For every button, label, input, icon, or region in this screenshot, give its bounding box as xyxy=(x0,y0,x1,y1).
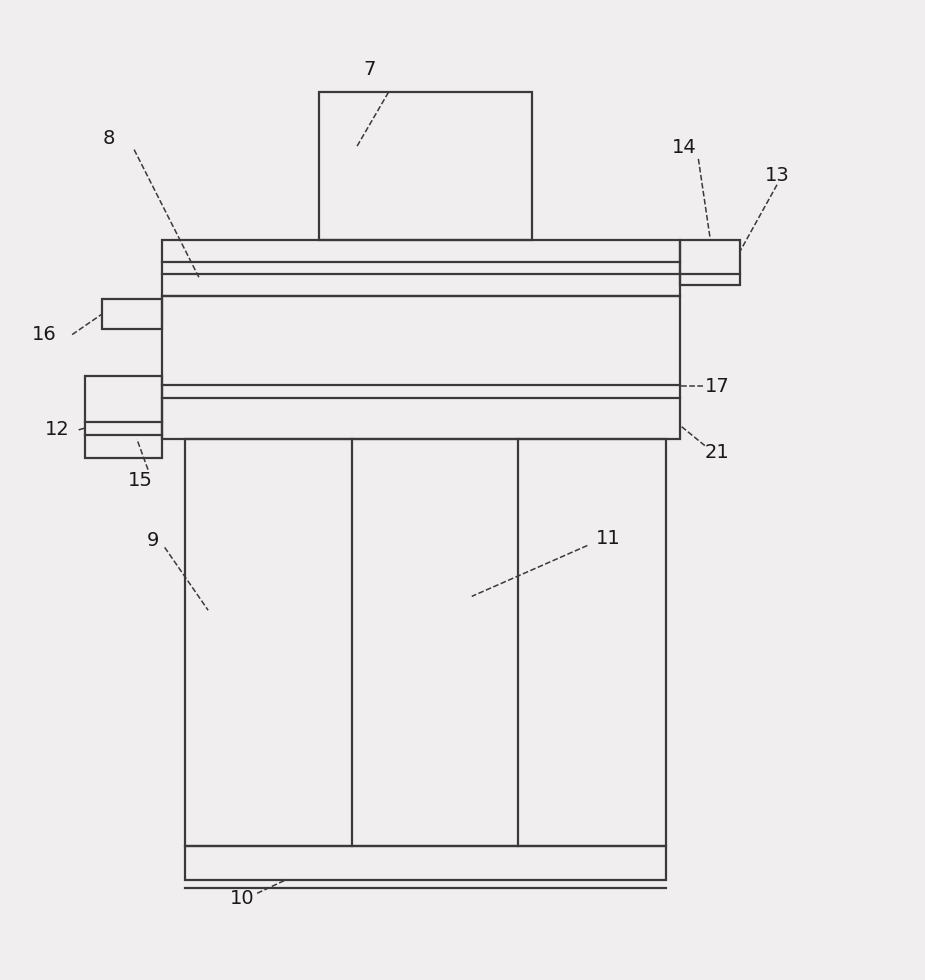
Text: 11: 11 xyxy=(597,528,621,548)
Bar xyxy=(162,296,680,439)
Text: 17: 17 xyxy=(705,377,729,396)
Text: 14: 14 xyxy=(672,138,697,157)
Text: 15: 15 xyxy=(129,471,153,490)
Text: 7: 7 xyxy=(364,60,376,78)
Bar xyxy=(319,92,532,240)
Bar xyxy=(185,846,666,880)
Text: 21: 21 xyxy=(705,444,729,463)
Bar xyxy=(185,439,666,846)
Text: 8: 8 xyxy=(103,129,116,148)
Bar xyxy=(162,240,680,296)
Text: 16: 16 xyxy=(32,325,56,344)
Text: 10: 10 xyxy=(230,890,254,908)
Bar xyxy=(680,240,740,284)
Bar xyxy=(85,376,162,458)
Text: 13: 13 xyxy=(765,166,789,185)
Text: 12: 12 xyxy=(45,420,69,439)
Bar xyxy=(102,300,162,329)
Text: 9: 9 xyxy=(146,531,159,551)
